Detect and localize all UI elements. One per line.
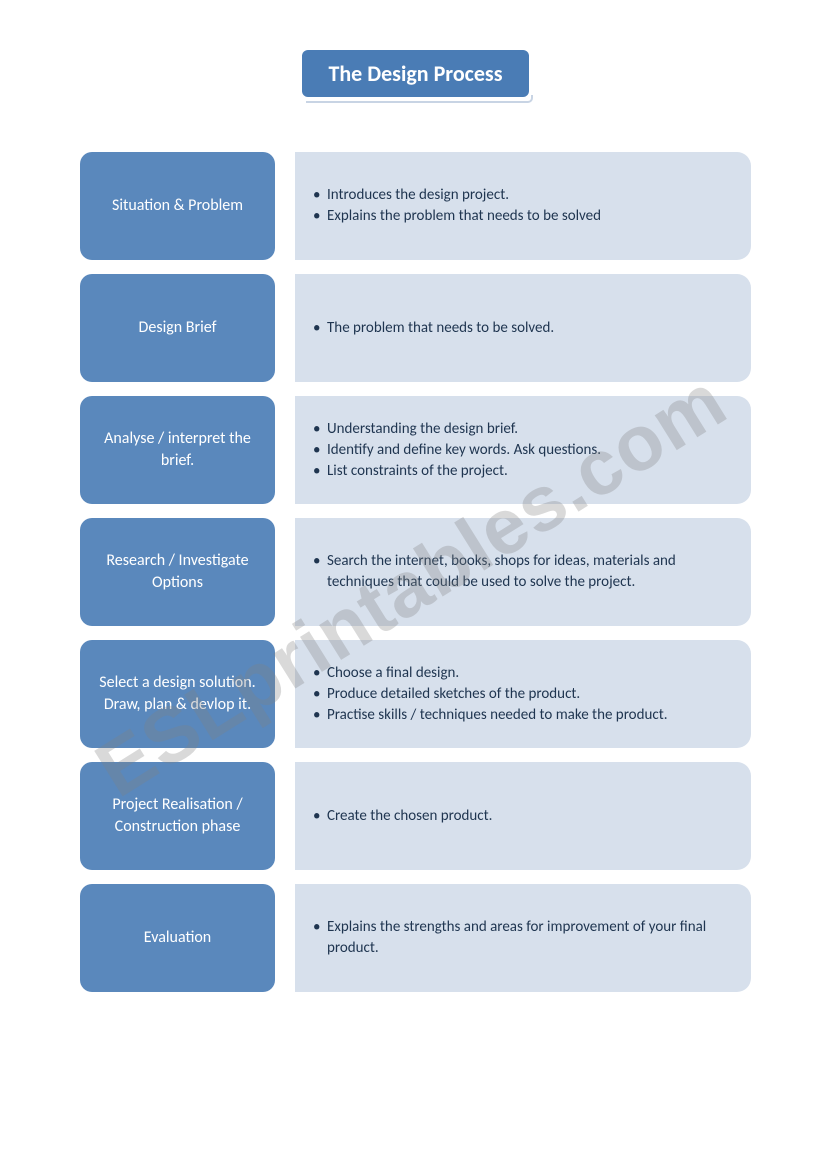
bullet-item: • Identify and define key words. Ask que… [313,440,731,461]
bullet-text: Create the chosen product. [327,806,731,827]
bullet-item: • List constraints of the project. [313,461,731,482]
bullet-dot-icon: • [313,461,327,482]
step-description: • Choose a final design.• Produce detail… [295,640,751,748]
bullet-dot-icon: • [313,917,327,959]
title-container: The Design Process [80,50,751,97]
step-row: Evaluation • Explains the strengths and a… [80,884,751,992]
step-label: Evaluation [80,884,275,992]
bullet-item: • Produce detailed sketches of the produ… [313,684,731,705]
step-description: • Create the chosen product. [295,762,751,870]
step-description: • Explains the strengths and areas for i… [295,884,751,992]
step-label: Design Brief [80,274,275,382]
step-label: Research / Investigate Options [80,518,275,626]
bullet-item: • Search the internet, books, shops for … [313,551,731,593]
bullet-item: • Explains the strengths and areas for i… [313,917,731,959]
bullet-item: • Practise skills / techniques needed to… [313,705,731,726]
step-description: • Understanding the design brief.• Ident… [295,396,751,504]
step-row: Select a design solution. Draw, plan & d… [80,640,751,748]
bullet-text: Practise skills / techniques needed to m… [327,705,731,726]
bullet-dot-icon: • [313,551,327,593]
step-description: • The problem that needs to be solved. [295,274,751,382]
bullet-text: Identify and define key words. Ask quest… [327,440,731,461]
bullet-dot-icon: • [313,185,327,206]
step-label: Situation & Problem [80,152,275,260]
bullet-text: Understanding the design brief. [327,419,731,440]
step-row: Research / Investigate Options • Search t… [80,518,751,626]
bullet-item: • Explains the problem that needs to be … [313,206,731,227]
step-description: • Search the internet, books, shops for … [295,518,751,626]
bullet-dot-icon: • [313,684,327,705]
bullet-item: • Understanding the design brief. [313,419,731,440]
bullet-dot-icon: • [313,440,327,461]
bullet-text: Search the internet, books, shops for id… [327,551,731,593]
bullet-text: Explains the problem that needs to be so… [327,206,731,227]
step-label: Analyse / interpret the brief. [80,396,275,504]
step-row: Project Realisation / Construction phase… [80,762,751,870]
bullet-dot-icon: • [313,318,327,339]
bullet-item: • Choose a final design. [313,663,731,684]
bullet-text: Introduces the design project. [327,185,731,206]
steps-container: Situation & Problem• Introduces the desi… [80,152,751,992]
step-row: Situation & Problem• Introduces the desi… [80,152,751,260]
step-label: Select a design solution. Draw, plan & d… [80,640,275,748]
bullet-text: Explains the strengths and areas for imp… [327,917,731,959]
bullet-text: Produce detailed sketches of the product… [327,684,731,705]
bullet-text: Choose a final design. [327,663,731,684]
bullet-item: • Create the chosen product. [313,806,731,827]
bullet-dot-icon: • [313,705,327,726]
bullet-dot-icon: • [313,806,327,827]
step-label: Project Realisation / Construction phase [80,762,275,870]
bullet-item: • Introduces the design project. [313,185,731,206]
step-row: Design Brief • The problem that needs to … [80,274,751,382]
page-title: The Design Process [302,50,528,97]
bullet-dot-icon: • [313,663,327,684]
step-row: Analyse / interpret the brief.• Understa… [80,396,751,504]
bullet-item: • The problem that needs to be solved. [313,318,731,339]
bullet-dot-icon: • [313,419,327,440]
step-description: • Introduces the design project.• Explai… [295,152,751,260]
bullet-text: List constraints of the project. [327,461,731,482]
bullet-text: The problem that needs to be solved. [327,318,731,339]
bullet-dot-icon: • [313,206,327,227]
